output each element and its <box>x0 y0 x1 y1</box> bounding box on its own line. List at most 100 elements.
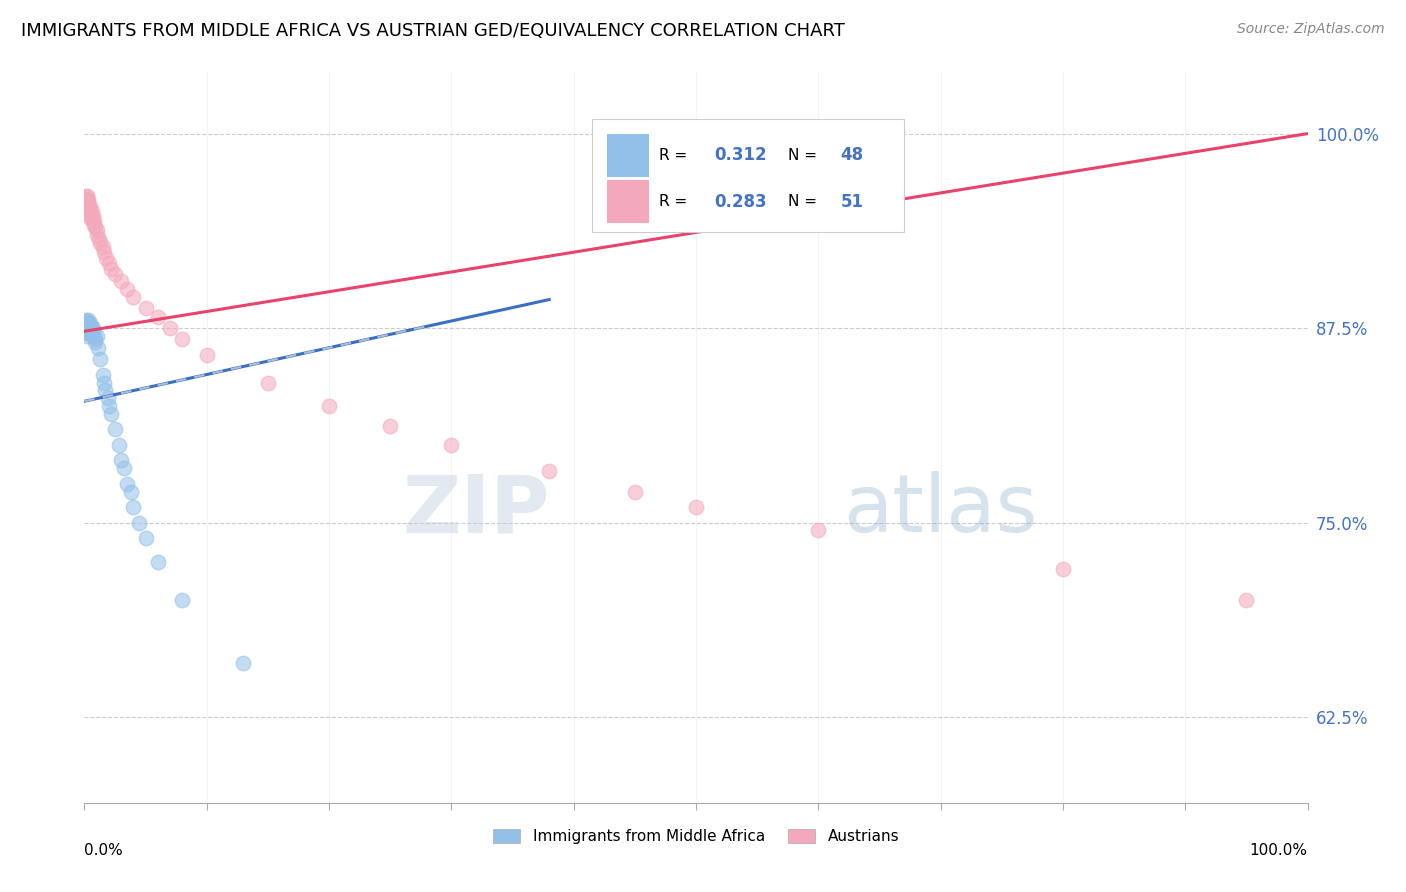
Point <box>77 196 100 211</box>
Text: 48: 48 <box>841 146 863 164</box>
Text: N =: N = <box>787 148 821 163</box>
Point <box>115 476 138 491</box>
Point <box>115 282 138 296</box>
Point <box>75 192 97 206</box>
Point <box>624 484 647 499</box>
Point <box>87 232 110 246</box>
Point <box>135 301 157 315</box>
Point <box>75 313 97 327</box>
Point <box>89 235 111 250</box>
Point <box>77 202 100 216</box>
Point <box>100 262 122 277</box>
Text: 0.312: 0.312 <box>714 146 766 164</box>
Point <box>440 438 463 452</box>
Point <box>94 384 117 398</box>
Point <box>128 516 150 530</box>
Text: atlas: atlas <box>842 471 1038 549</box>
Point <box>86 329 108 343</box>
Point <box>76 192 98 206</box>
Point <box>82 209 104 223</box>
Point <box>79 211 101 225</box>
Text: 100.0%: 100.0% <box>1250 843 1308 858</box>
Point <box>122 290 145 304</box>
Point <box>107 438 129 452</box>
Point <box>79 321 101 335</box>
Point <box>89 352 111 367</box>
Point <box>80 204 103 219</box>
Point <box>122 500 145 515</box>
Point <box>77 321 100 335</box>
Point <box>77 317 100 331</box>
Text: 0.0%: 0.0% <box>84 843 124 858</box>
Point <box>97 256 120 270</box>
Point <box>146 310 169 325</box>
Point <box>685 500 707 515</box>
Point <box>76 202 98 216</box>
Point <box>110 275 132 289</box>
Point <box>76 329 98 343</box>
FancyBboxPatch shape <box>606 134 650 178</box>
Point <box>86 227 108 242</box>
Point <box>104 422 127 436</box>
Text: R =: R = <box>659 194 692 209</box>
Point <box>82 324 104 338</box>
Point <box>80 326 103 340</box>
Point <box>159 321 181 335</box>
Point <box>96 251 118 265</box>
Point <box>195 348 218 362</box>
Point <box>80 321 103 335</box>
Point <box>77 323 100 337</box>
Point <box>172 593 194 607</box>
Point <box>75 318 97 332</box>
Point <box>318 399 340 413</box>
Point <box>93 244 115 259</box>
Text: 51: 51 <box>841 193 863 211</box>
Point <box>84 219 107 234</box>
Point <box>83 329 105 343</box>
FancyBboxPatch shape <box>606 179 650 224</box>
Point <box>77 208 100 222</box>
Point <box>97 391 120 405</box>
Point <box>75 321 97 335</box>
Point <box>77 202 100 216</box>
Point <box>76 196 98 211</box>
Text: Source: ZipAtlas.com: Source: ZipAtlas.com <box>1237 22 1385 37</box>
Point <box>76 189 98 203</box>
Point <box>75 323 97 337</box>
Point <box>82 321 104 335</box>
Point <box>91 368 114 382</box>
Text: IMMIGRANTS FROM MIDDLE AFRICA VS AUSTRIAN GED/EQUIVALENCY CORRELATION CHART: IMMIGRANTS FROM MIDDLE AFRICA VS AUSTRIA… <box>21 22 845 40</box>
Point <box>538 464 561 478</box>
Point <box>75 326 97 340</box>
Point <box>97 399 120 413</box>
Text: R =: R = <box>659 148 692 163</box>
Point <box>80 211 103 225</box>
Point <box>77 192 100 206</box>
Point <box>87 342 110 356</box>
Point <box>77 326 100 340</box>
Point <box>1052 562 1074 576</box>
Point <box>77 324 100 338</box>
Point <box>83 219 105 233</box>
Point <box>79 326 101 340</box>
Point <box>380 419 402 434</box>
Point <box>83 213 105 227</box>
Point <box>110 453 132 467</box>
Point <box>232 656 254 670</box>
Point <box>79 202 101 216</box>
Point <box>82 213 104 227</box>
Point <box>104 267 127 281</box>
Point <box>79 206 101 220</box>
Point <box>807 524 830 538</box>
Legend: Immigrants from Middle Africa, Austrians: Immigrants from Middle Africa, Austrians <box>486 822 905 850</box>
Point <box>77 313 100 327</box>
Text: ZIP: ZIP <box>402 471 550 549</box>
FancyBboxPatch shape <box>592 119 904 232</box>
Point <box>77 196 100 211</box>
Point <box>76 319 98 334</box>
Point <box>75 196 97 211</box>
Point <box>172 332 194 346</box>
Point <box>112 461 135 475</box>
Point <box>257 376 280 390</box>
Point <box>146 555 169 569</box>
